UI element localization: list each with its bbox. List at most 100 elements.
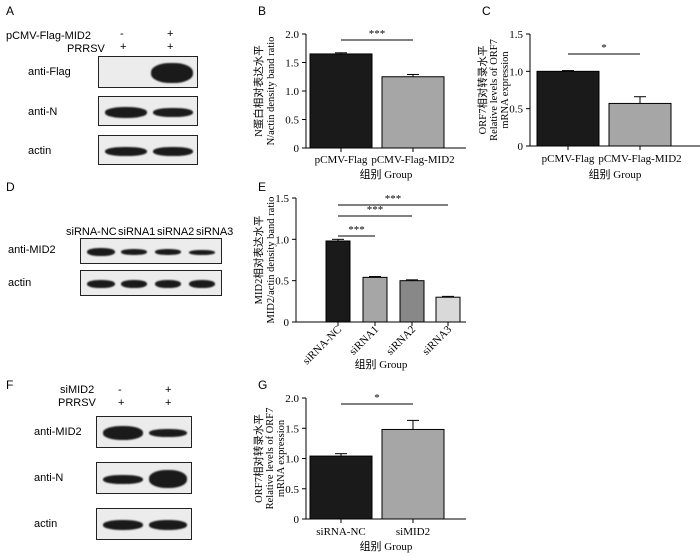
blot-label-actin-d: actin: [8, 277, 32, 289]
mark-f-r0-l1: +: [165, 384, 172, 396]
chart-e-ytick-label: 0.5: [275, 276, 289, 288]
chart-b-significance-label: ***: [369, 28, 386, 40]
chart-g-ylabel: Relative levels of ORF7: [265, 408, 276, 510]
band: [103, 426, 143, 440]
chart-g-ytick-label: 1.5: [285, 423, 299, 435]
chart-b-category-label: pCMV-Flag-MID2: [371, 154, 454, 166]
blot-actin-a: [98, 135, 198, 165]
chart-e-ytick-label: 1.5: [275, 193, 289, 205]
chart-e-ytick-label: 0: [284, 317, 290, 329]
chart-g-ylabel: mRNA expression: [276, 419, 287, 497]
chart-g-ylabel: ORF7相对转录水平: [252, 414, 265, 503]
band: [121, 249, 147, 255]
row-label-pcmv-flag-mid2: pCMV-Flag-MID2: [6, 30, 91, 42]
band: [189, 250, 215, 255]
chart-c-ytick-label: 0: [518, 141, 524, 153]
band: [103, 520, 143, 530]
band: [149, 520, 187, 530]
blot-anti-mid2-f: [96, 416, 192, 448]
chart-e-category-label: siRNA2: [384, 324, 418, 358]
band: [149, 429, 187, 437]
chart-b-ytick-label: 2.0: [285, 29, 299, 41]
blot-label-actin-f: actin: [34, 518, 58, 530]
chart-b-ytick-label: 1.0: [285, 86, 299, 98]
band: [151, 63, 193, 83]
band: [189, 280, 215, 288]
chart-c-bar: [608, 102, 672, 147]
row-label-prrsv: PRRSV: [67, 43, 105, 55]
chart-e-category-label: siRNA3: [420, 323, 454, 357]
chart-e-bar: [435, 296, 461, 323]
chart-e-bar: [362, 276, 388, 323]
panel-letter-g: G: [258, 378, 268, 392]
chart-e-ytick-label: 1.0: [275, 234, 289, 246]
chart-b-xlabel: 组别 Group: [360, 167, 413, 181]
panel-letter-c: C: [482, 4, 491, 18]
blot-actin-f: [96, 508, 192, 540]
chart-b-ytick-label: 0.5: [285, 115, 299, 127]
chart-e-significance-label: ***: [348, 224, 365, 236]
chart-c-category-label: pCMV-Flag: [542, 153, 595, 165]
band: [105, 147, 147, 156]
chart-g-bar: [381, 428, 445, 520]
chart-b-category-label: pCMV-Flag: [315, 154, 368, 166]
mark-a-r0-l1: +: [167, 28, 174, 40]
chart-b-ytick-label: 1.5: [285, 58, 299, 70]
blot-label-anti-n-f: anti-N: [34, 472, 64, 484]
lane-label-sirna3: siRNA3: [196, 226, 234, 238]
chart-e-bar: [399, 280, 425, 323]
row-label-prrsv-f: PRRSV: [58, 397, 96, 409]
lane-label-sirna2: siRNA2: [157, 226, 195, 238]
mark-f-r1-l1: +: [165, 397, 172, 409]
blot-anti-n-f: [96, 462, 192, 494]
blot-label-anti-flag: anti-Flag: [28, 66, 71, 78]
mark-a-r0-l0: -: [120, 28, 124, 40]
blot-anti-flag: [98, 56, 198, 88]
chart-e-category-label: siRNA-NC: [301, 324, 344, 367]
panel-letter-a: A: [6, 4, 15, 18]
chart-e-ylabel: MID2/actin density band ratio: [266, 197, 277, 324]
mark-a-r1-l1: +: [167, 41, 174, 53]
blot-label-anti-mid2-d: anti-MID2: [8, 244, 56, 256]
band: [155, 249, 181, 255]
blot-label-anti-mid2-f: anti-MID2: [34, 426, 82, 438]
chart-e-significance-label: ***: [385, 193, 402, 205]
chart-e-category-label: siRNA1: [347, 324, 381, 358]
chart-c-ytick-label: 1.0: [509, 66, 523, 78]
band: [149, 470, 187, 488]
band: [105, 107, 147, 118]
chart-g-xlabel: 组别 Group: [360, 539, 413, 553]
chart-c-xlabel: 组别 Group: [589, 167, 642, 181]
chart-e-xlabel: 组别 Group: [355, 357, 408, 371]
chart-c-significance-label: *: [601, 42, 607, 54]
chart-e-bar: [325, 240, 351, 323]
chart-b-ytick-label: 0: [294, 143, 300, 155]
panel-letter-e: E: [258, 180, 267, 194]
chart-b-ylabel: N/actin density band ratio: [266, 37, 277, 146]
chart-e-significance-label: ***: [367, 204, 384, 216]
band: [87, 248, 115, 256]
lane-label-sirna1: siRNA1: [118, 226, 156, 238]
chart-g-ytick-label: 1.0: [285, 454, 299, 466]
chart-g-category-label: siMID2: [396, 526, 430, 538]
panel-letter-d: D: [6, 180, 15, 194]
chart-c-bar: [536, 70, 600, 147]
blot-label-actin-a: actin: [28, 145, 52, 157]
band: [87, 280, 115, 288]
chart-c-ytick-label: 1.5: [509, 29, 523, 41]
blot-label-anti-n: anti-N: [28, 106, 58, 118]
panel-letter-f: F: [6, 378, 14, 392]
band: [121, 280, 147, 288]
band: [153, 147, 193, 156]
chart-c-category-label: pCMV-Flag-MID2: [598, 153, 681, 165]
chart-c-ytick-label: 0.5: [509, 104, 523, 116]
mark-f-r1-l0: +: [118, 397, 125, 409]
chart-g-ytick-label: 0: [294, 514, 300, 526]
row-label-simid2: siMID2: [60, 384, 95, 396]
blot-anti-n-a: [98, 96, 198, 126]
mark-a-r1-l0: +: [120, 41, 127, 53]
panel-letter-b: B: [258, 4, 267, 18]
chart-b-ylabel: N蛋白相对表达水平: [252, 45, 265, 137]
chart-g-bar: [309, 455, 373, 520]
